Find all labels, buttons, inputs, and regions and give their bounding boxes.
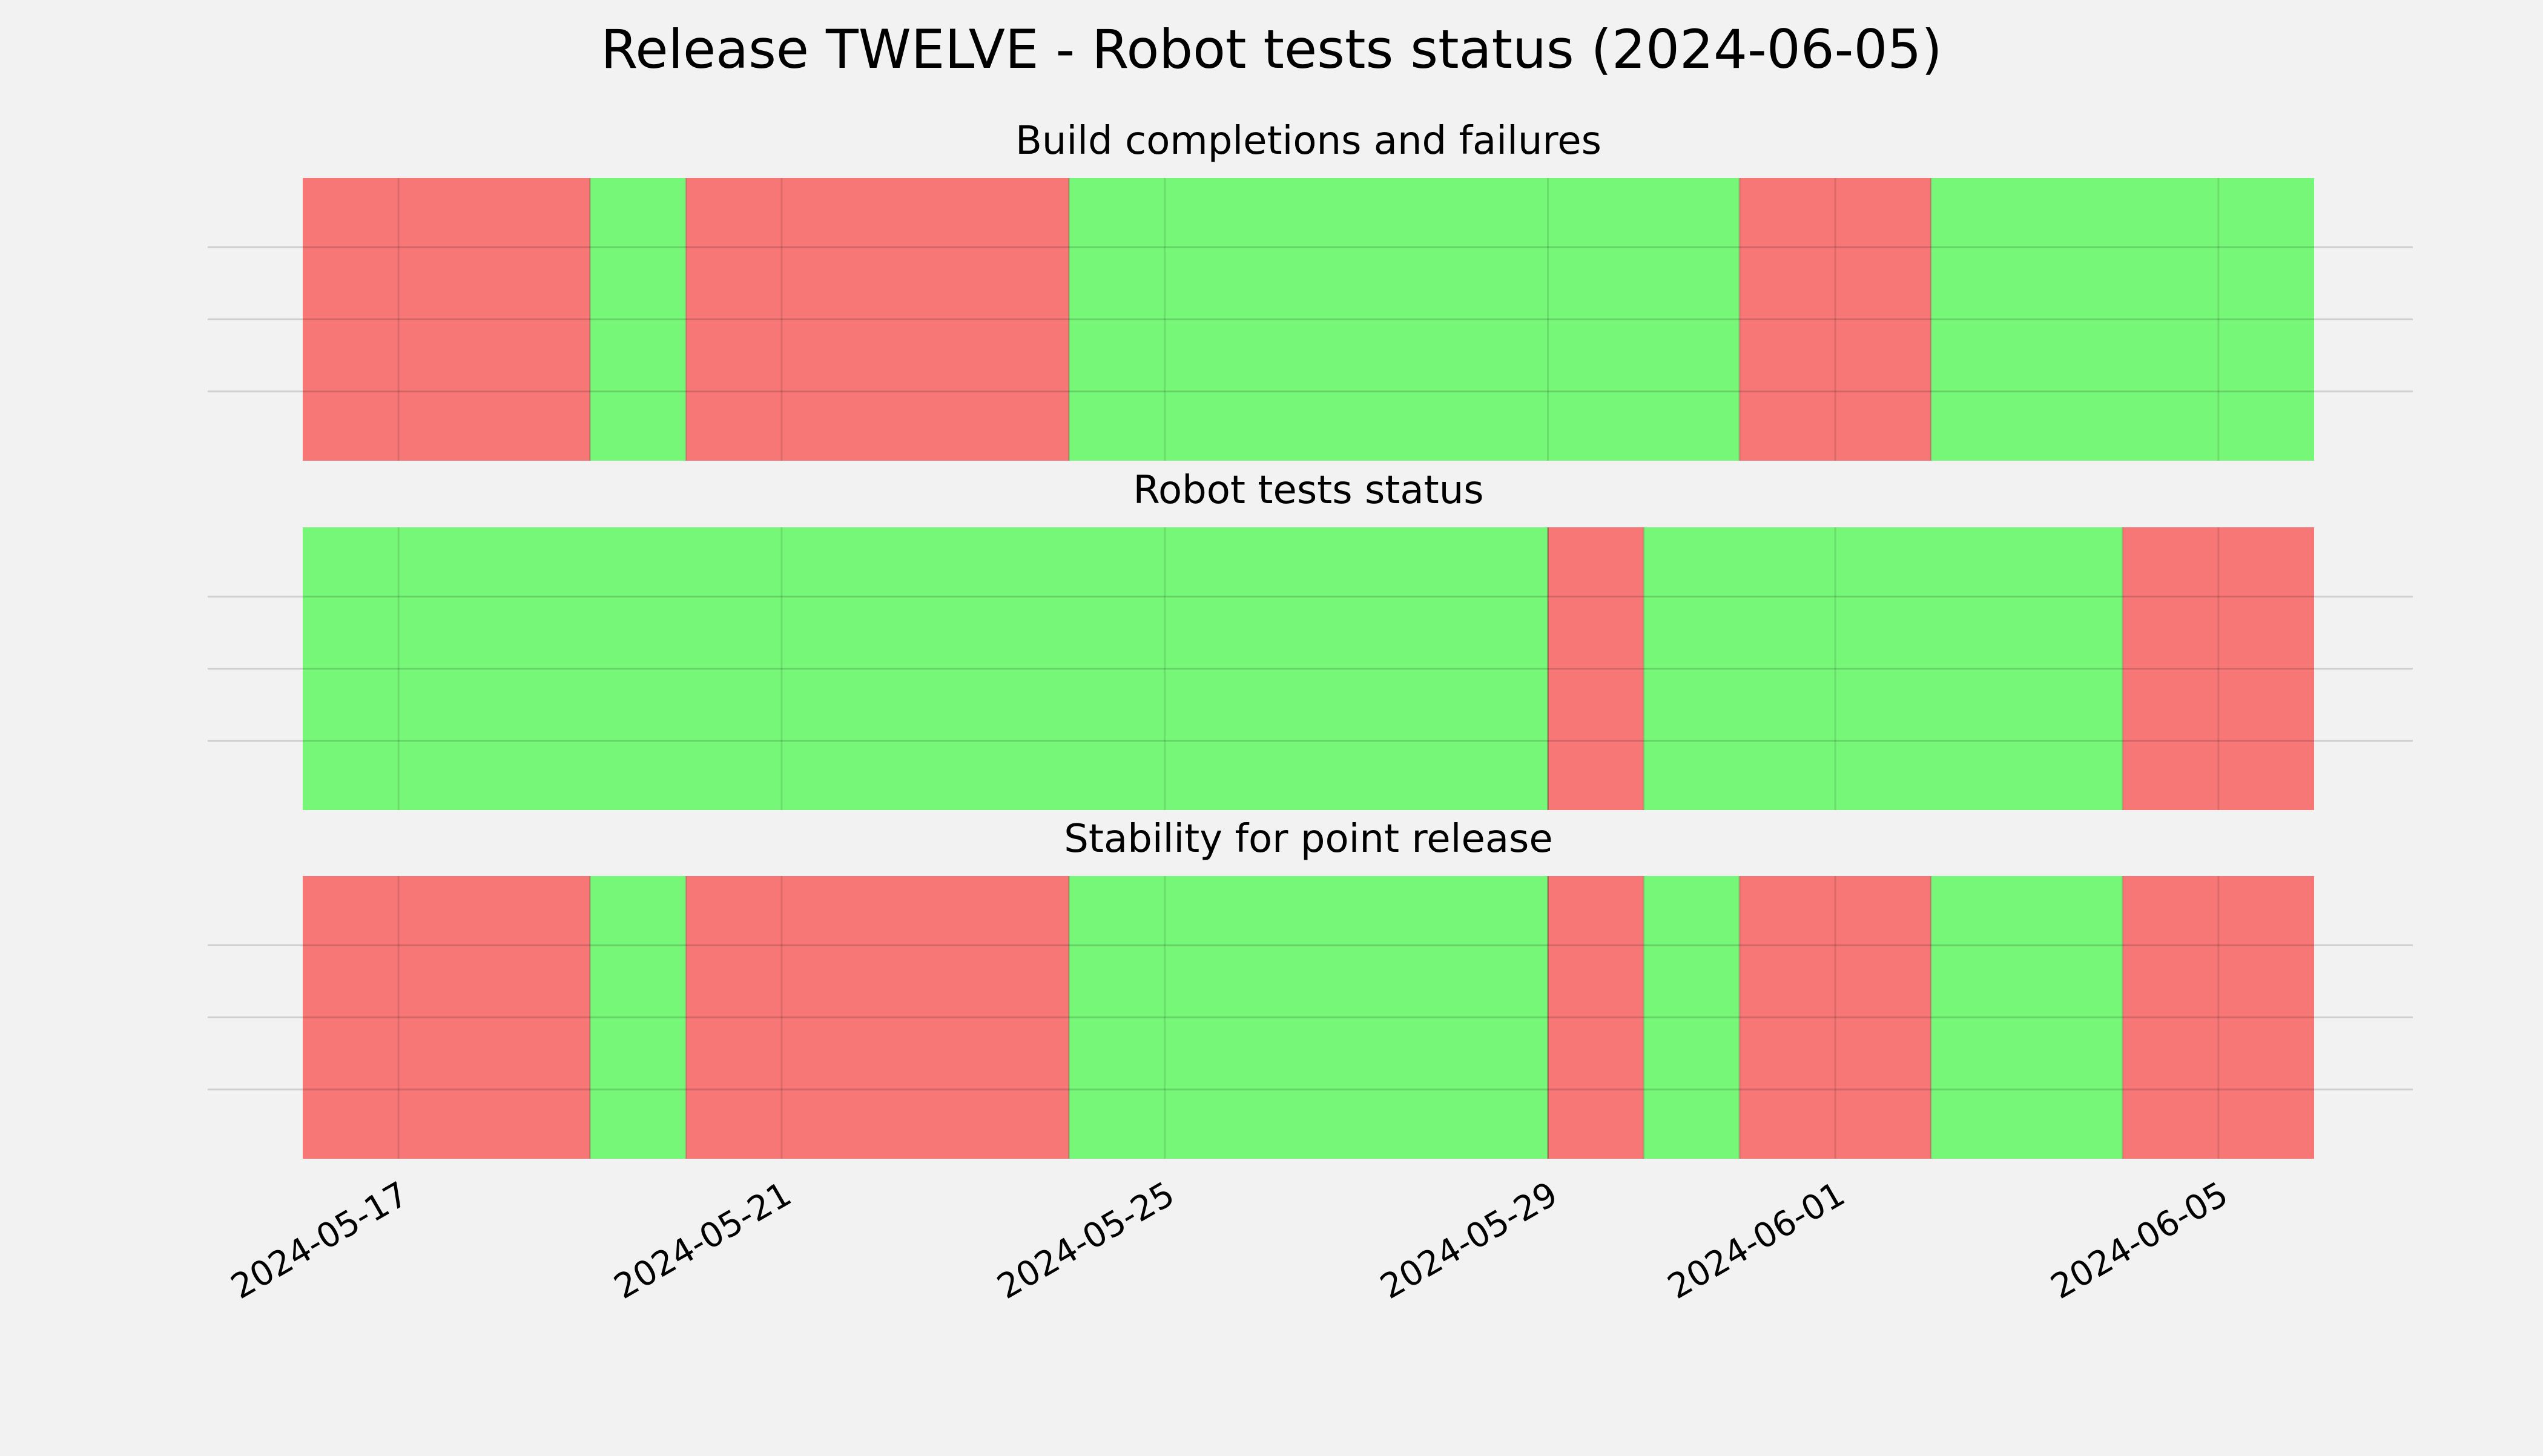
segment-pass [303, 527, 1548, 810]
segment-fail [1739, 876, 1931, 1159]
segment-pass [590, 876, 686, 1159]
segment-fail [685, 178, 1069, 461]
segment-pass [1931, 178, 2314, 461]
panel-1: Build completions and failures [208, 119, 2413, 461]
panel-title: Robot tests status [1133, 468, 1483, 513]
panel-2: Robot tests status [208, 468, 2413, 810]
panel-title: Build completions and failures [1015, 119, 1601, 163]
chart-title: Release TWELVE - Robot tests status (202… [601, 18, 1942, 81]
segment-pass [1069, 178, 1740, 461]
panel-3: Stability for point release [208, 817, 2413, 1159]
segment-pass [1069, 876, 1548, 1159]
segment-fail [685, 876, 1069, 1159]
segment-fail [1548, 876, 1644, 1159]
segment-pass [590, 178, 686, 461]
panels-group: Build completions and failures Robot test… [208, 119, 2413, 1159]
segment-fail [303, 876, 590, 1159]
segment-fail [303, 178, 590, 461]
segment-fail [1739, 178, 1931, 461]
segment-fail [1548, 527, 1644, 810]
segment-pass [1643, 876, 1740, 1159]
segment-pass [1643, 527, 2123, 810]
segment-fail [2122, 876, 2314, 1159]
panel-title: Stability for point release [1064, 817, 1553, 861]
segment-fail [2122, 527, 2314, 810]
segment-pass [1931, 876, 2123, 1159]
